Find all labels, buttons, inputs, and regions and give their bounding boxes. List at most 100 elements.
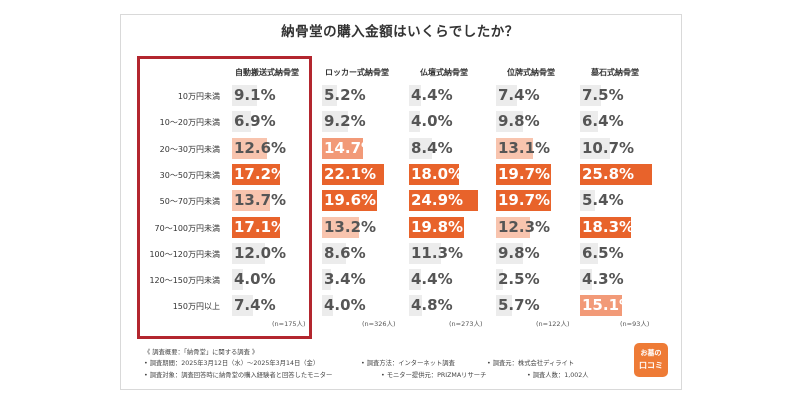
data-bar bbox=[232, 216, 280, 238]
survey-period: • 調査期間：2025年3月12日（水）～2025年3月14日（金） bbox=[144, 360, 320, 367]
data-value-label: 4.0% bbox=[324, 296, 366, 315]
data-value-label: 6.9% bbox=[234, 112, 276, 131]
row-label: 120～150万円未満 bbox=[149, 276, 220, 286]
data-value-label: 13.2% bbox=[324, 217, 377, 236]
data-bar bbox=[322, 242, 346, 264]
data-bar bbox=[232, 111, 252, 133]
survey-target: • 調査対象：調査回答時に納骨堂の購入経験者と回答したモニター bbox=[144, 372, 333, 379]
row-label: 20～30万円未満 bbox=[159, 144, 220, 154]
data-bar bbox=[496, 111, 524, 133]
data-bar bbox=[322, 269, 332, 291]
row-label: 70～100万円未満 bbox=[154, 223, 220, 233]
data-value-label: 3.4% bbox=[324, 270, 366, 289]
data-value-label: 4.4% bbox=[411, 270, 453, 289]
column-header: 仏壇式納骨堂 bbox=[420, 68, 468, 77]
data-value-label: 2.5% bbox=[498, 270, 540, 289]
data-value-label: 6.5% bbox=[582, 243, 624, 262]
survey-method: • 調査方法：インターネット調査 bbox=[361, 360, 455, 367]
sample-size-label: (n=175人) bbox=[272, 320, 306, 328]
data-value-label: 4.4% bbox=[411, 86, 453, 104]
data-bar bbox=[232, 295, 253, 317]
data-value-label: 5.4% bbox=[582, 191, 624, 210]
data-bar bbox=[409, 295, 423, 317]
data-value-label: 12.0% bbox=[234, 243, 287, 262]
data-bar bbox=[580, 269, 592, 291]
column-header: 墓石式納骨堂 bbox=[591, 68, 639, 77]
data-bar bbox=[580, 242, 599, 264]
data-value-label: 15.1% bbox=[582, 296, 635, 315]
data-value-label: 5.2% bbox=[324, 86, 366, 104]
column-header: 自動搬送式納骨堂 bbox=[235, 68, 299, 77]
survey-source: • 調査元：株式会社ディライト bbox=[487, 360, 575, 367]
logo-line1: お墓の bbox=[640, 349, 662, 357]
data-value-label: 13.1% bbox=[498, 138, 551, 157]
data-value-label: 4.0% bbox=[234, 270, 276, 289]
data-value-label: 19.7% bbox=[498, 191, 551, 210]
row-label: 10～20万円未満 bbox=[159, 118, 220, 128]
data-bar bbox=[322, 137, 364, 159]
data-value-label: 19.8% bbox=[411, 217, 464, 236]
data-bar bbox=[496, 137, 533, 159]
data-bar bbox=[232, 242, 266, 264]
data-bar bbox=[496, 190, 551, 212]
data-bar bbox=[580, 111, 598, 133]
data-value-label: 9.8% bbox=[498, 243, 540, 262]
data-bar bbox=[496, 85, 517, 106]
data-bar bbox=[409, 269, 422, 291]
column-header: 位牌式納骨堂 bbox=[507, 68, 555, 77]
data-bar bbox=[580, 190, 596, 212]
data-value-label: 14.7% bbox=[324, 138, 377, 157]
sample-size-label: (n=326人) bbox=[362, 320, 396, 328]
row-label: 30～50万円未満 bbox=[159, 170, 220, 180]
data-value-label: 11.3% bbox=[411, 243, 464, 262]
sample-size-label: (n=273人) bbox=[449, 320, 483, 328]
data-bar bbox=[322, 190, 377, 212]
data-bar bbox=[580, 216, 632, 238]
data-bar bbox=[580, 295, 623, 317]
row-label: 10万円未満 bbox=[177, 92, 220, 101]
data-bar bbox=[409, 85, 422, 106]
data-bar bbox=[322, 216, 359, 238]
data-value-label: 7.5% bbox=[582, 86, 624, 104]
data-bar bbox=[322, 295, 334, 317]
data-bar bbox=[580, 163, 652, 185]
survey-overview: 《 調査概要：「納骨堂」に関する調査 》 bbox=[144, 349, 259, 356]
survey-count: • 調査人数：1,002人 bbox=[527, 372, 589, 379]
data-value-label: 19.7% bbox=[498, 164, 551, 183]
data-bar bbox=[496, 269, 503, 291]
data-value-label: 17.2% bbox=[234, 164, 287, 183]
data-bar bbox=[409, 137, 433, 159]
data-value-label: 22.1% bbox=[324, 164, 377, 183]
data-bar bbox=[409, 242, 441, 264]
highlight-frame bbox=[137, 56, 312, 339]
data-value-label: 25.8% bbox=[582, 164, 635, 183]
chart-title: 納骨堂の購入金額はいくらでしたか？ bbox=[281, 24, 519, 40]
data-value-label: 9.8% bbox=[498, 112, 540, 131]
data-value-label: 7.4% bbox=[234, 296, 276, 315]
data-bar bbox=[232, 269, 244, 291]
sample-size-label: (n=122人) bbox=[536, 320, 570, 328]
data-bar bbox=[409, 190, 479, 212]
data-bar bbox=[580, 137, 610, 159]
data-value-label: 7.4% bbox=[498, 86, 540, 104]
data-value-label: 12.3% bbox=[498, 217, 551, 236]
data-value-label: 6.4% bbox=[582, 112, 624, 131]
row-label: 100～120万円未満 bbox=[149, 249, 220, 259]
row-label: 50～70万円未満 bbox=[159, 197, 220, 207]
data-bar bbox=[496, 216, 531, 238]
data-value-label: 8.4% bbox=[411, 138, 453, 157]
data-value-label: 9.1% bbox=[234, 86, 276, 104]
survey-provider: • モニター提供元：PRIZMAリサーチ bbox=[381, 372, 487, 379]
data-value-label: 17.1% bbox=[234, 217, 287, 236]
sample-size-label: (n=93人) bbox=[620, 320, 650, 328]
column-header: ロッカー式納骨堂 bbox=[325, 68, 389, 77]
data-bar bbox=[496, 163, 551, 185]
data-bar bbox=[580, 85, 601, 106]
data-value-label: 5.7% bbox=[498, 296, 540, 315]
data-bar bbox=[496, 295, 512, 317]
data-value-label: 4.8% bbox=[411, 296, 453, 315]
data-bar bbox=[322, 111, 348, 133]
data-bar bbox=[322, 85, 337, 106]
logo-line2: 口コミ bbox=[639, 361, 663, 370]
data-value-label: 12.6% bbox=[234, 138, 287, 157]
